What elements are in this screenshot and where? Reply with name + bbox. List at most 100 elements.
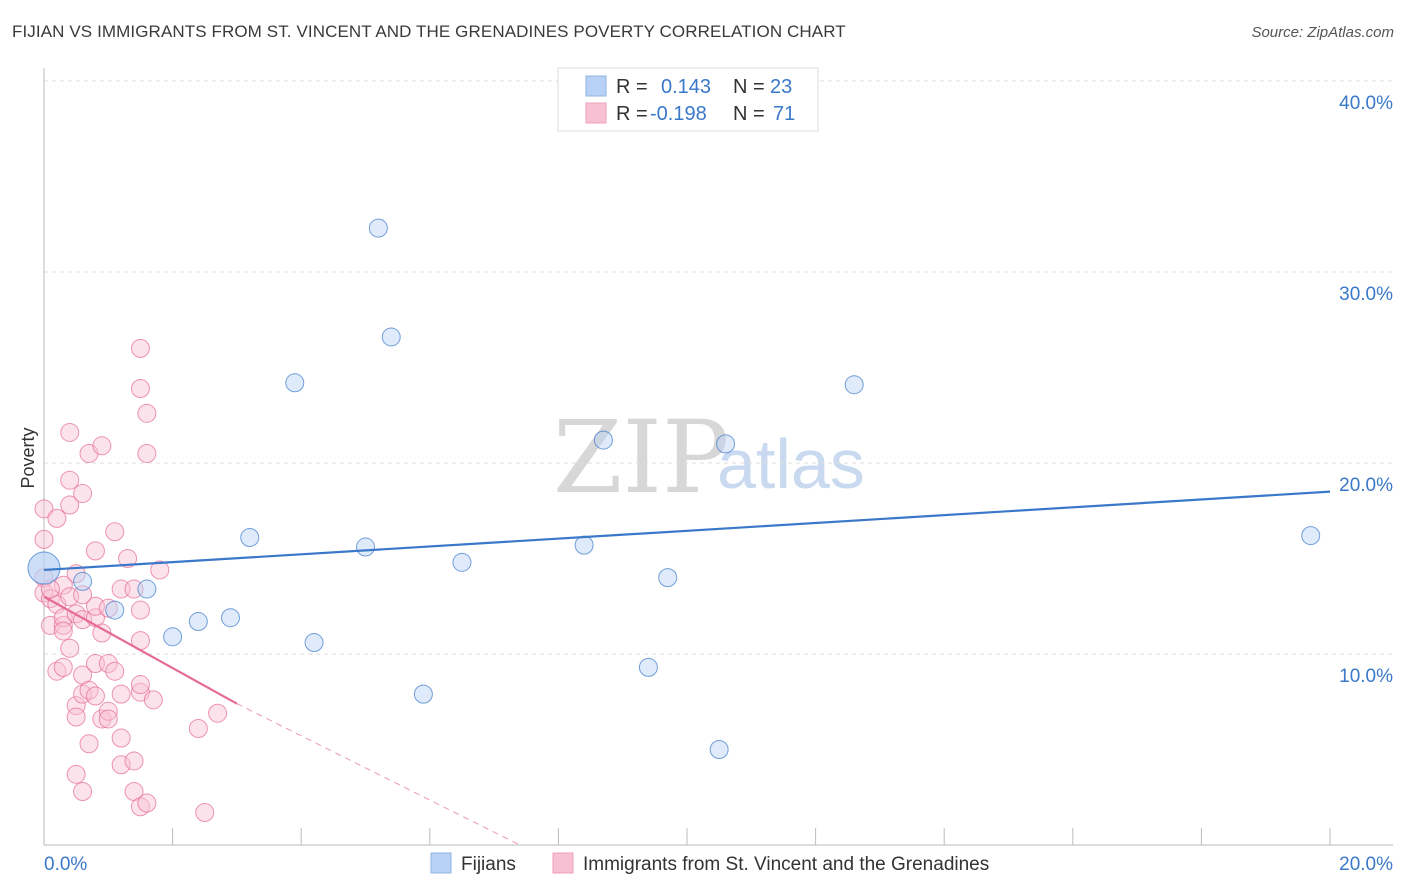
fijians-point-5: [220, 608, 240, 628]
y-tick-label-10: 10.0%: [1339, 666, 1393, 687]
legend-r-label-fijians: R =: [616, 76, 648, 98]
immigrants-point-10: [53, 615, 73, 635]
trend-lines: [43, 490, 1331, 846]
correlation-legend: R = 0.143 N = 23 R = -0.198 N = 71: [557, 67, 819, 132]
series-legend: Fijians Immigrants from St. Vincent and …: [430, 852, 989, 875]
watermark-zip: ZIP: [553, 399, 729, 516]
immigrants-point-21: [66, 707, 86, 727]
fijians-point-9: [356, 537, 375, 557]
fijians-point-4: [188, 612, 208, 632]
immigrants-point-40: [92, 436, 112, 456]
y-tick-labels: 10.0% 20.0% 30.0% 40.0%: [1339, 93, 1393, 687]
fijians-point-17: [658, 568, 678, 588]
immigrants-point-34: [85, 686, 105, 706]
immigrants-point-48: [111, 684, 131, 704]
y-tick-label-30: 30.0%: [1339, 284, 1393, 305]
fijians-point-12: [413, 684, 433, 704]
fijians-point-20: [844, 375, 864, 395]
immigrants-point-42: [98, 701, 118, 721]
trend-line-immigrants-extension: [236, 703, 521, 846]
fijians-point-7: [285, 373, 305, 393]
immigrants-point-59: [130, 338, 150, 358]
immigrants-point-24: [73, 484, 93, 504]
legend-n-value-immigrants: 71: [773, 103, 795, 125]
immigrants-point-43: [98, 654, 118, 674]
x-tick-label-max: 20.0%: [1339, 854, 1393, 875]
immigrants-point-45: [105, 522, 125, 542]
legend-swatch-fijians: [585, 75, 607, 97]
legend-n-value-fijians: 23: [770, 76, 792, 98]
immigrants-point-57: [130, 675, 150, 695]
immigrants-point-37: [92, 709, 112, 729]
y-tick-label-40: 40.0%: [1339, 93, 1393, 114]
immigrants-point-6: [47, 508, 67, 528]
fijians-point-21: [1301, 526, 1321, 546]
fijians-point-10: [368, 218, 388, 238]
immigrants-point-14: [60, 495, 80, 515]
gridlines: [44, 80, 1393, 655]
immigrants-point-46: [105, 661, 125, 681]
fijians-point-3: [163, 627, 183, 647]
fijians-point-15: [593, 430, 613, 450]
immigrants-point-62: [130, 379, 150, 399]
fijians-point-22: [73, 571, 93, 591]
immigrants-point-41: [98, 598, 118, 618]
immigrants-point-11: [53, 657, 73, 677]
immigrants-point-1: [34, 529, 54, 549]
bottom-legend-swatch-immigrants: [552, 852, 574, 874]
immigrants-point-68: [195, 803, 215, 823]
fijians-point-6: [240, 527, 260, 547]
legend-r-label-immigrants: R =: [616, 103, 648, 125]
legend-swatch-immigrants: [585, 102, 607, 124]
legend-r-value-immigrants: -0.198: [650, 103, 707, 125]
immigrants-point-67: [188, 718, 208, 738]
y-axis-label: Poverty: [18, 427, 38, 488]
bottom-legend-label-immigrants: Immigrants from St. Vincent and the Gren…: [583, 854, 989, 875]
immigrants-point-27: [73, 782, 93, 802]
immigrants-point-64: [137, 443, 157, 463]
fijians-point-0: [27, 551, 61, 585]
immigrants-point-20: [66, 696, 86, 716]
immigrants-point-15: [60, 638, 80, 658]
immigrants-point-17: [60, 422, 80, 442]
fijians-point-19: [716, 434, 736, 454]
immigrants-point-32: [85, 541, 105, 561]
x-tick-label-min: 0.0%: [44, 854, 87, 875]
legend-n-label-immigrants: N =: [733, 103, 765, 125]
legend-n-label-fijians: N =: [733, 76, 765, 98]
chart-title: FIJIAN VS IMMIGRANTS FROM ST. VINCENT AN…: [12, 22, 846, 41]
fijians-point-11: [381, 327, 401, 347]
immigrants-point-22: [66, 764, 86, 784]
immigrants-point-61: [137, 793, 157, 813]
immigrants-point-52: [124, 751, 144, 771]
fijians-point-14: [574, 535, 594, 555]
fijians-point-18: [709, 740, 729, 759]
fijians-point-13: [452, 552, 472, 572]
immigrants-point-29: [79, 734, 99, 754]
immigrants-point-39: [73, 585, 93, 605]
immigrants-point-49: [111, 728, 131, 748]
immigrants-point-51: [118, 549, 138, 568]
fijians-point-1: [105, 600, 125, 620]
immigrants-point-55: [130, 600, 150, 620]
immigrants-point-12: [53, 608, 73, 628]
axes: [43, 68, 1393, 846]
legend-r-value-fijians: 0.143: [661, 76, 711, 98]
immigrants-point-69: [208, 703, 228, 723]
immigrants-point-9: [53, 575, 73, 595]
fijians-point-2: [137, 579, 157, 599]
trend-line-fijians: [43, 490, 1331, 572]
fijians-point-16: [638, 657, 658, 677]
immigrants-point-47: [111, 755, 131, 775]
series-fijians-points: [27, 218, 1321, 759]
y-tick-label-20: 20.0%: [1339, 475, 1393, 496]
watermark-atlas: atlas: [717, 425, 865, 503]
fijians-point-8: [304, 633, 324, 653]
immigrants-point-65: [143, 690, 163, 710]
immigrants-point-44: [98, 709, 118, 729]
immigrants-point-66: [150, 560, 170, 580]
immigrants-point-0: [34, 499, 54, 519]
immigrants-point-63: [137, 403, 157, 423]
immigrants-point-13: [53, 621, 73, 641]
